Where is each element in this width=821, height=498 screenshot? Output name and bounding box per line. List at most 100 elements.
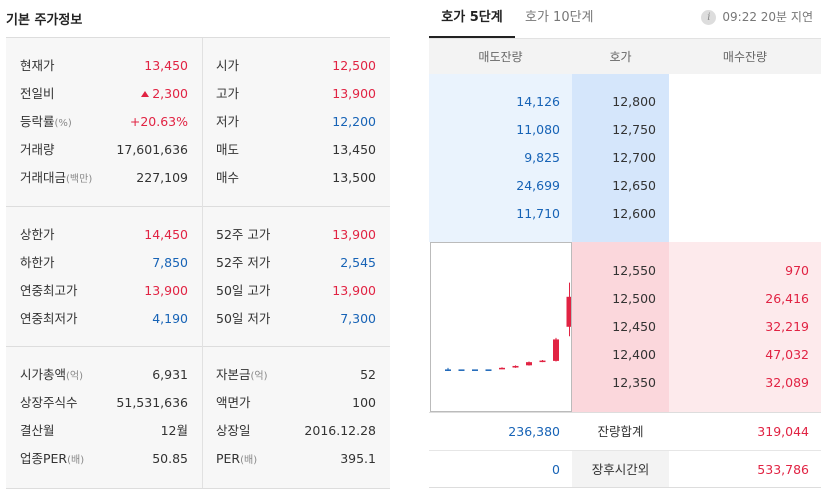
info-value: 14,450 bbox=[144, 221, 188, 249]
info-value: 227,109 bbox=[136, 164, 188, 192]
info-label-text: 시가총액 bbox=[20, 367, 67, 382]
unit-label: (배) bbox=[240, 455, 258, 466]
bid-row[interactable]: 12,400 47,032 bbox=[429, 341, 821, 369]
candle-body bbox=[499, 367, 505, 370]
info-row: 결산월 12월 상장일 2016.12.28 bbox=[6, 417, 390, 445]
info-value-text: +20.63% bbox=[129, 114, 188, 129]
after-hours-bid-qty: 533,786 bbox=[757, 462, 809, 477]
bid-qty: 47,032 bbox=[765, 347, 809, 362]
orderbook-header: 매도잔량 호가 매수잔량 bbox=[429, 38, 821, 74]
bid-price-column bbox=[572, 242, 669, 412]
after-hours-label-bg bbox=[572, 451, 669, 487]
info-label-text: 50일 고가 bbox=[216, 283, 271, 298]
tab-orderbook-5[interactable]: 호가 5단계 bbox=[429, 0, 515, 38]
info-label-text: 자본금 bbox=[216, 367, 251, 382]
header-price: 호가 bbox=[609, 50, 632, 64]
info-label-text: 거래량 bbox=[20, 142, 55, 157]
bid-qty: 32,089 bbox=[765, 375, 809, 390]
divider bbox=[6, 346, 390, 347]
info-row: 거래대금(백만) 227,109 매수 13,500 bbox=[6, 164, 390, 192]
unit-label: (억) bbox=[250, 371, 268, 382]
info-row: 전일비 2,300 고가 13,900 bbox=[6, 80, 390, 108]
ask-row[interactable]: 11,080 12,750 bbox=[429, 116, 821, 144]
bid-row[interactable]: 12,450 32,219 bbox=[429, 313, 821, 341]
total-remaining-row: 236,380 잔량합계 319,044 bbox=[429, 412, 821, 450]
delay-text: 09:22 20분 지연 bbox=[722, 10, 813, 24]
info-value-text: 17,601,636 bbox=[116, 142, 188, 157]
info-label-text: 하한가 bbox=[20, 255, 55, 270]
after-hours-label: 장후시간외 bbox=[591, 462, 650, 477]
info-value-text: 227,109 bbox=[136, 170, 188, 185]
candle-body bbox=[472, 369, 478, 371]
info-label-text: 상한가 bbox=[20, 227, 55, 242]
info-value: 7,300 bbox=[340, 311, 376, 326]
info-value-text: 14,450 bbox=[144, 227, 188, 242]
info-icon[interactable]: i bbox=[701, 10, 717, 25]
ask-row[interactable]: 24,699 12,650 bbox=[429, 172, 821, 200]
info-label-text: 52주 저가 bbox=[216, 255, 271, 270]
candle-body bbox=[539, 360, 546, 363]
bid-price: 12,350 bbox=[612, 375, 656, 390]
info-value: 50.85 bbox=[152, 445, 188, 473]
info-value-text: 2,300 bbox=[152, 86, 188, 101]
info-value: 12월 bbox=[161, 417, 188, 445]
bid-row[interactable]: 12,350 32,089 bbox=[429, 369, 821, 397]
info-label: PER(배) bbox=[216, 445, 257, 475]
info-label: 업종PER(배) bbox=[20, 445, 84, 475]
range-section bbox=[6, 207, 390, 346]
bid-qty: 26,416 bbox=[765, 291, 809, 306]
info-value: 13,900 bbox=[144, 277, 188, 305]
info-value: 2,545 bbox=[340, 255, 376, 270]
info-label: 고가 bbox=[216, 80, 239, 108]
candle-body bbox=[485, 369, 492, 371]
info-value: 51,531,636 bbox=[116, 389, 188, 417]
header-ask-qty: 매도잔량 bbox=[478, 50, 523, 64]
info-value-text: 7,850 bbox=[152, 255, 188, 270]
info-value-text: 12월 bbox=[160, 423, 188, 438]
total-label: 잔량합계 bbox=[597, 424, 644, 439]
info-label: 50일 저가 bbox=[216, 305, 270, 333]
divider bbox=[6, 206, 390, 207]
bid-row[interactable]: 12,550 970 bbox=[429, 257, 821, 285]
info-label-text: 매수 bbox=[216, 170, 240, 185]
info-label-text: 연중최고가 bbox=[20, 283, 78, 298]
ask-qty: 14,126 bbox=[516, 94, 560, 109]
tab-orderbook-10[interactable]: 호가 10단계 bbox=[525, 10, 594, 25]
info-label: 자본금(억) bbox=[216, 361, 268, 391]
ask-price: 12,800 bbox=[612, 94, 656, 109]
info-row: 현재가 13,450 시가 12,500 bbox=[6, 52, 390, 80]
ask-row[interactable]: 11,710 12,600 bbox=[429, 200, 821, 228]
candle-body bbox=[526, 362, 532, 366]
info-value-text: 13,900 bbox=[144, 283, 188, 298]
info-label-text: PER bbox=[216, 451, 241, 466]
info-label-text: 50일 저가 bbox=[216, 311, 271, 326]
info-value-text: 6,931 bbox=[152, 367, 188, 382]
info-row: 상장주식수 51,531,636 액면가 100 bbox=[6, 389, 390, 417]
info-label: 매도 bbox=[216, 136, 239, 164]
ask-price: 12,700 bbox=[612, 150, 656, 165]
info-label-text: 결산월 bbox=[20, 423, 55, 438]
info-value: 13,900 bbox=[332, 227, 376, 242]
ask-row[interactable]: 9,825 12,700 bbox=[429, 144, 821, 172]
candle-chart-svg bbox=[445, 282, 571, 371]
unit-label: (억) bbox=[66, 371, 84, 382]
info-value: +20.63% bbox=[130, 108, 188, 136]
bid-qty: 970 bbox=[785, 263, 809, 278]
mini-candle-chart bbox=[430, 242, 572, 412]
info-row: 연중최저가 4,190 50일 저가 7,300 bbox=[6, 305, 390, 333]
candle-body bbox=[458, 369, 465, 371]
info-value: 13,900 bbox=[332, 283, 376, 298]
candle-body bbox=[512, 365, 519, 368]
info-label-text: 거래대금 bbox=[20, 170, 67, 185]
info-label: 50일 고가 bbox=[216, 277, 270, 305]
info-row: 등락률(%) +20.63% 저가 12,200 bbox=[6, 108, 390, 136]
info-label: 거래대금(백만) bbox=[20, 164, 92, 194]
info-value: 100 bbox=[352, 395, 376, 410]
bid-row[interactable]: 12,500 26,416 bbox=[429, 285, 821, 313]
info-value: 13,450 bbox=[332, 142, 376, 157]
bid-price: 12,450 bbox=[612, 319, 656, 334]
ask-qty: 11,710 bbox=[516, 206, 560, 221]
info-value: 13,450 bbox=[144, 52, 188, 80]
ask-row[interactable]: 14,126 12,800 bbox=[429, 88, 821, 116]
info-label: 연중최저가 bbox=[20, 305, 78, 333]
